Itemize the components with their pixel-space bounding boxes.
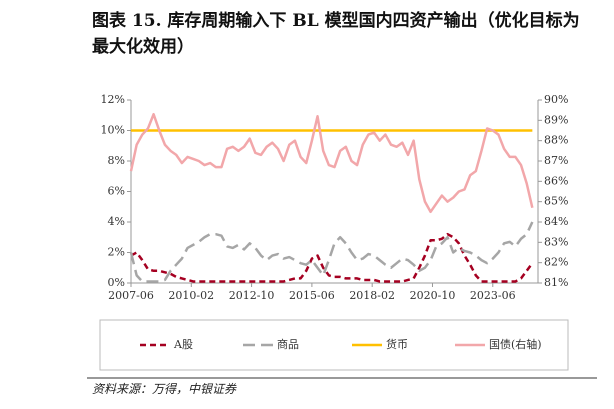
x-tick-label: 2023-06 xyxy=(470,289,516,302)
x-tick-label: 2010-02 xyxy=(168,289,214,302)
y-tick-label: 4% xyxy=(108,215,125,228)
y-tick-label: 10% xyxy=(101,124,125,137)
series-line xyxy=(130,232,534,283)
y2-tick-label: 89% xyxy=(544,113,568,126)
y-tick-label: 8% xyxy=(108,154,125,167)
legend-label: 国债(右轴) xyxy=(489,337,542,351)
y2-tick-label: 88% xyxy=(544,134,568,147)
series-line xyxy=(129,112,534,214)
y2-tick-label: 87% xyxy=(544,154,568,167)
legend-label: 货币 xyxy=(386,337,408,351)
y2-tick-label: 82% xyxy=(544,256,568,269)
x-tick-label: 2020-10 xyxy=(410,289,456,302)
y-tick-label: 6% xyxy=(108,185,125,198)
x-tick-label: 2012-10 xyxy=(229,289,275,302)
legend-label: 商品 xyxy=(277,337,299,351)
y-tick-label: 0% xyxy=(108,276,125,289)
y2-tick-label: 83% xyxy=(544,235,568,248)
chart-title: 图表 15. 库存周期输入下 BL 模型国内四资产输出（优化目标为最大化效用） xyxy=(92,11,580,57)
source: 资料来源：万得，中银证券 xyxy=(92,382,237,396)
y2-tick-label: 90% xyxy=(544,93,568,106)
y-tick-label: 2% xyxy=(108,246,125,259)
x-tick-label: 2007-06 xyxy=(108,289,154,302)
y2-tick-label: 85% xyxy=(544,195,568,208)
y2-tick-label: 84% xyxy=(544,215,568,228)
legend-box xyxy=(99,319,569,371)
y-tick-label: 12% xyxy=(101,93,125,106)
x-tick-label: 2015-06 xyxy=(289,289,335,302)
y2-tick-label: 81% xyxy=(544,276,568,289)
series-line xyxy=(129,221,534,283)
y2-tick-label: 86% xyxy=(544,174,568,187)
x-tick-label: 2018-02 xyxy=(349,289,395,302)
legend-label: A股 xyxy=(173,338,193,351)
